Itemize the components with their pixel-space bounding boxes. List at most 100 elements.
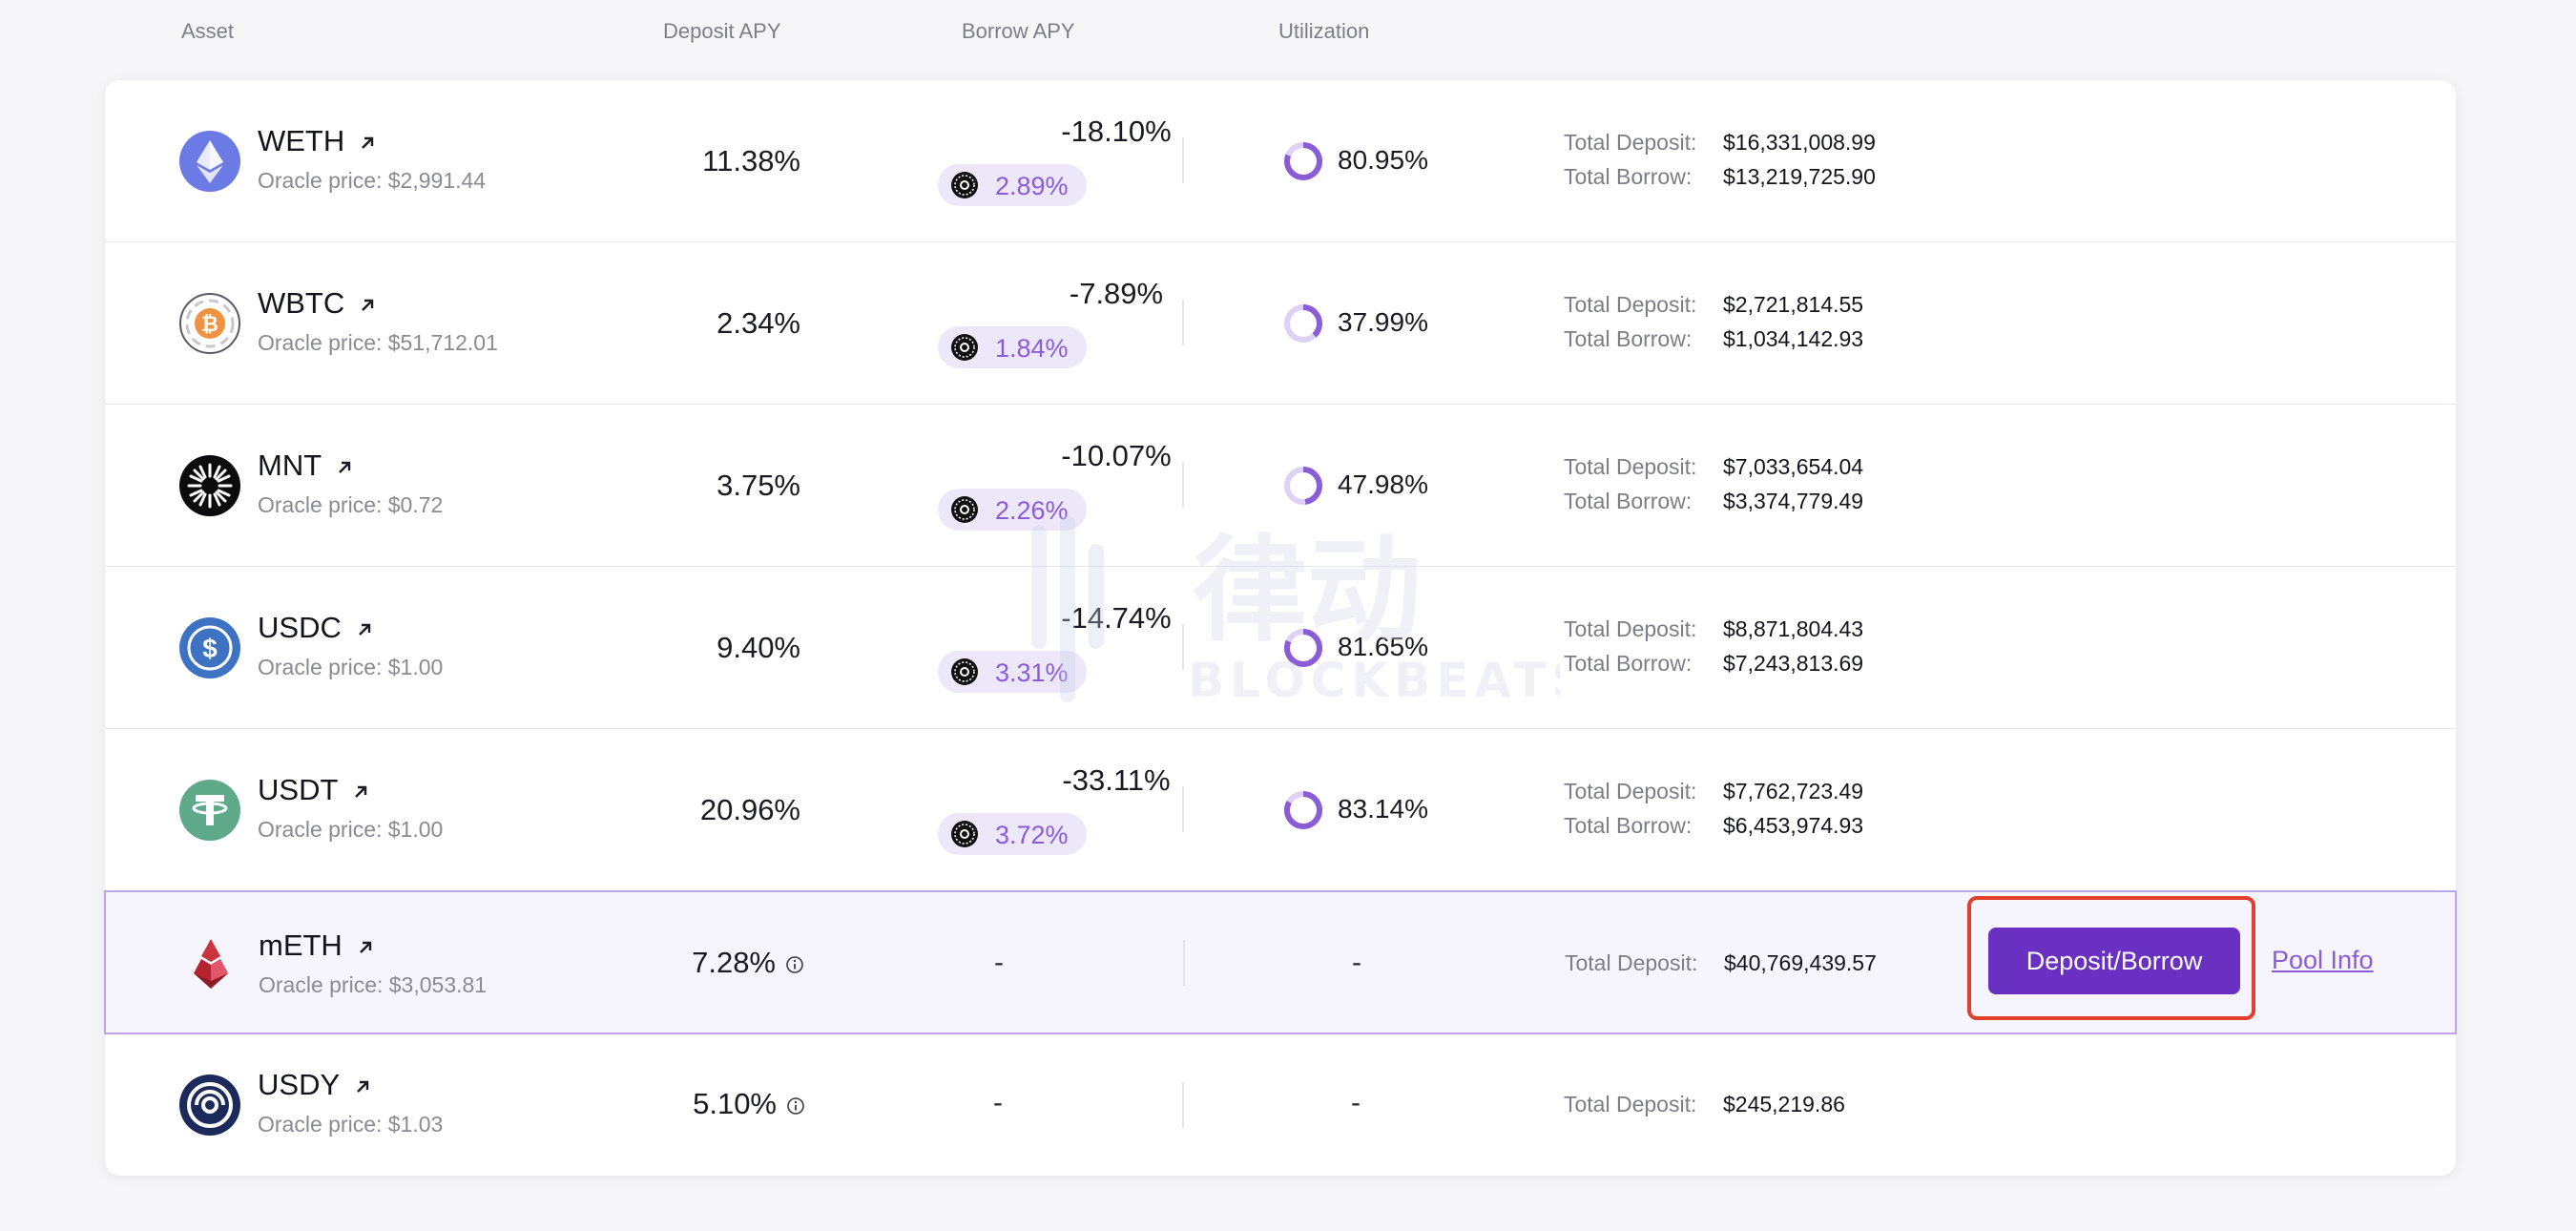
- asset-symbol: MNT: [258, 449, 322, 482]
- deposit-apy-value: 5.10%: [693, 1087, 777, 1120]
- usdt-icon: [179, 780, 240, 841]
- oracle-label: Oracle price:: [258, 1112, 388, 1137]
- oracle-value: $0.72: [387, 492, 444, 517]
- deposit-borrow-button[interactable]: Deposit/Borrow: [1988, 928, 2240, 994]
- utilization-ring-icon: [1282, 789, 1324, 831]
- external-link-icon[interactable]: [355, 620, 374, 639]
- total-borrow-label: Total Borrow:: [1564, 651, 1693, 676]
- asset-link-usdc[interactable]: USDC: [258, 611, 374, 645]
- wbtc-icon: ₿: [179, 293, 240, 354]
- oracle-label: Oracle price:: [258, 330, 388, 355]
- external-link-icon[interactable]: [335, 458, 354, 477]
- mnt-reward-icon: [951, 658, 978, 685]
- total-deposit-value: $2,721,814.55: [1723, 292, 1864, 317]
- table-row-mnt[interactable]: MNT Oracle price: $0.72 3.75% -10.07% 2.…: [105, 405, 2456, 567]
- total-deposit-label: Total Deposit:: [1564, 1092, 1697, 1116]
- utilization-value: 37.99%: [1338, 307, 1428, 337]
- external-link-icon[interactable]: [353, 1077, 372, 1096]
- info-icon[interactable]: [785, 955, 804, 974]
- column-divider: [1182, 137, 1184, 183]
- oracle-price: Oracle price: $3,053.81: [259, 972, 487, 998]
- usdc-icon: $: [179, 617, 240, 678]
- external-link-icon[interactable]: [351, 782, 370, 802]
- utilization-ring-icon: [1282, 303, 1324, 344]
- table-row-wbtc[interactable]: ₿ WBTC Oracle price: $51,712.01 2.34% -7…: [105, 242, 2456, 405]
- column-utilization[interactable]: Utilization: [1278, 19, 1370, 43]
- asset-link-wbtc[interactable]: WBTC: [258, 286, 377, 321]
- deposit-apy: 2.34%: [717, 306, 800, 340]
- oracle-value: $2,991.44: [387, 168, 487, 193]
- external-link-icon[interactable]: [356, 938, 375, 957]
- column-borrow-apy[interactable]: Borrow APY: [962, 19, 1075, 43]
- column-divider: [1183, 940, 1185, 986]
- svg-text:$: $: [202, 634, 218, 663]
- oracle-price: Oracle price: $1.03: [258, 1112, 443, 1137]
- asset-symbol: USDC: [258, 611, 342, 644]
- external-link-icon[interactable]: [358, 296, 377, 315]
- asset-symbol: USDT: [258, 773, 339, 806]
- total-deposit-value: $16,331,008.99: [1723, 130, 1876, 155]
- total-borrow-label: Total Borrow:: [1564, 326, 1693, 351]
- highlight-box: [1967, 896, 2255, 1020]
- utilization-ring-icon: [1282, 465, 1324, 507]
- total-borrow-value: $13,219,725.90: [1723, 164, 1876, 189]
- asset-symbol: WETH: [258, 124, 345, 157]
- svg-text:₿: ₿: [201, 312, 218, 336]
- deposit-apy: 9.40%: [717, 631, 800, 664]
- total-deposit-value: $245,219.86: [1723, 1092, 1845, 1116]
- borrow-apy-empty: -: [993, 1087, 1003, 1118]
- mnt-reward-icon: [951, 334, 978, 361]
- oracle-price: Oracle price: $51,712.01: [258, 330, 498, 356]
- reward-apy-badge: 2.89%: [938, 164, 1087, 206]
- column-deposit-apy[interactable]: Deposit APY: [663, 19, 781, 43]
- table-row-usdc[interactable]: $ USDC Oracle price: $1.00 9.40% -14.74%…: [105, 567, 2456, 729]
- total-deposit-value: $40,769,439.57: [1724, 950, 1877, 975]
- external-link-icon[interactable]: [358, 134, 377, 153]
- mnt-reward-icon: [951, 821, 978, 847]
- total-borrow-value: $7,243,813.69: [1723, 651, 1864, 676]
- usdy-icon: [179, 1075, 240, 1136]
- column-divider: [1182, 300, 1184, 345]
- info-icon[interactable]: [786, 1096, 805, 1116]
- utilization-empty: -: [1351, 1087, 1361, 1118]
- table-row-usdy[interactable]: USDY Oracle price: $1.03 5.10% - - Total…: [105, 1034, 2456, 1176]
- asset-symbol: USDY: [258, 1068, 341, 1101]
- asset-link-meth[interactable]: mETH: [259, 928, 375, 963]
- total-borrow-value: $1,034,142.93: [1723, 326, 1864, 351]
- oracle-value: $1.00: [387, 655, 444, 679]
- total-deposit-value: $8,871,804.43: [1723, 616, 1864, 641]
- pool-info-link[interactable]: Pool Info: [2272, 946, 2374, 974]
- total-deposit-label: Total Deposit:: [1565, 950, 1698, 975]
- table-header: Asset Deposit APY Borrow APY Utilization: [0, 0, 2576, 67]
- oracle-value: $51,712.01: [387, 330, 498, 355]
- borrow-apy-empty: -: [994, 947, 1004, 978]
- column-divider: [1182, 624, 1184, 670]
- column-divider: [1182, 1082, 1184, 1128]
- mnt-reward-icon: [951, 172, 978, 198]
- asset-link-usdy[interactable]: USDY: [258, 1068, 372, 1102]
- asset-link-mnt[interactable]: MNT: [258, 449, 354, 483]
- column-divider: [1182, 786, 1184, 832]
- total-borrow-label: Total Borrow:: [1564, 813, 1693, 838]
- table-row-weth[interactable]: WETH Oracle price: $2,991.44 11.38% -18.…: [105, 80, 2456, 242]
- asset-link-usdt[interactable]: USDT: [258, 773, 370, 807]
- total-deposit-value: $7,033,654.04: [1723, 454, 1864, 479]
- utilization-ring-icon: [1282, 140, 1324, 182]
- total-borrow-label: Total Borrow:: [1564, 489, 1693, 513]
- oracle-value: $3,053.81: [388, 972, 488, 997]
- borrow-apy: -7.89%: [1069, 277, 1164, 310]
- table-row-usdt[interactable]: USDT Oracle price: $1.00 20.96% -33.11% …: [105, 729, 2456, 891]
- mnt-icon: [179, 455, 240, 516]
- oracle-label: Oracle price:: [258, 817, 388, 842]
- borrow-apy: -10.07%: [1061, 439, 1172, 472]
- oracle-label: Oracle price:: [258, 655, 388, 679]
- utilization-value: 80.95%: [1338, 145, 1428, 175]
- asset-link-weth[interactable]: WETH: [258, 124, 377, 158]
- total-borrow-label: Total Borrow:: [1564, 164, 1693, 189]
- borrow-apy: -14.74%: [1061, 601, 1172, 635]
- oracle-label: Oracle price:: [258, 492, 388, 517]
- total-deposit-label: Total Deposit:: [1564, 454, 1697, 479]
- total-borrow-value: $6,453,974.93: [1723, 813, 1864, 838]
- asset-symbol: WBTC: [258, 286, 345, 320]
- deposit-apy: 3.75%: [717, 469, 800, 502]
